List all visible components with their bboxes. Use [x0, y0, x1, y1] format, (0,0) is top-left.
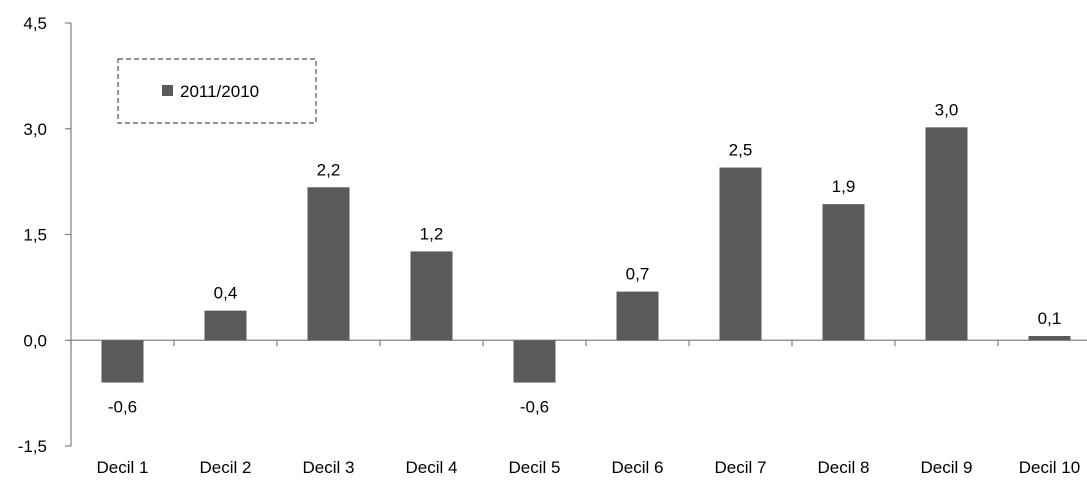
- axes: -1,5 0,0 1,5 3,0 4,5 Decil 1 Decil 2 Decil 3 Dec…: [18, 14, 1087, 477]
- data-label: -0,6: [108, 398, 137, 417]
- data-label: 0,7: [626, 265, 650, 284]
- bar: [925, 127, 968, 341]
- bar: [513, 340, 556, 383]
- x-tick-label: Decil 10: [1019, 458, 1080, 477]
- y-tick-label: 1,5: [23, 226, 47, 245]
- bar: [101, 340, 144, 383]
- data-label: 1,9: [832, 177, 856, 196]
- data-label: 0,1: [1038, 309, 1062, 328]
- bar: [616, 291, 659, 341]
- x-tick-label: Decil 7: [715, 458, 767, 477]
- bar: [307, 187, 350, 341]
- bar: [822, 204, 865, 341]
- bar: [410, 251, 453, 341]
- y-tick-label: 3,0: [23, 120, 47, 139]
- data-label: 1,2: [420, 224, 444, 243]
- y-tick-label: 4,5: [23, 14, 47, 33]
- legend-label: 2011/2010: [180, 82, 259, 101]
- y-tick-label: -1,5: [18, 437, 47, 456]
- bar: [204, 310, 247, 341]
- bar: [1028, 336, 1071, 341]
- x-tick-label: Decil 8: [818, 458, 870, 477]
- legend-box: [117, 58, 317, 124]
- bars: [101, 127, 1071, 383]
- x-tick-label: Decil 5: [509, 458, 561, 477]
- data-label: 0,4: [214, 284, 238, 303]
- y-tick-label: 0,0: [23, 331, 47, 350]
- legend-swatch: [162, 85, 173, 96]
- bar: [719, 167, 762, 341]
- data-label: 2,5: [729, 141, 753, 160]
- data-label: 2,2: [317, 160, 341, 179]
- value-labels: -0,6 0,4 2,2 1,2 -0,6 0,7 2,5 1,9 3,0 0,1: [108, 100, 1061, 416]
- x-tick-label: Decil 6: [612, 458, 664, 477]
- data-label: -0,6: [520, 398, 549, 417]
- x-tick-label: Decil 4: [406, 458, 458, 477]
- x-tick-label: Decil 1: [97, 458, 149, 477]
- x-tick-label: Decil 3: [303, 458, 355, 477]
- data-label: 3,0: [935, 100, 959, 119]
- legend: 2011/2010: [117, 58, 317, 124]
- x-tick-label: Decil 9: [921, 458, 973, 477]
- x-tick-label: Decil 2: [200, 458, 252, 477]
